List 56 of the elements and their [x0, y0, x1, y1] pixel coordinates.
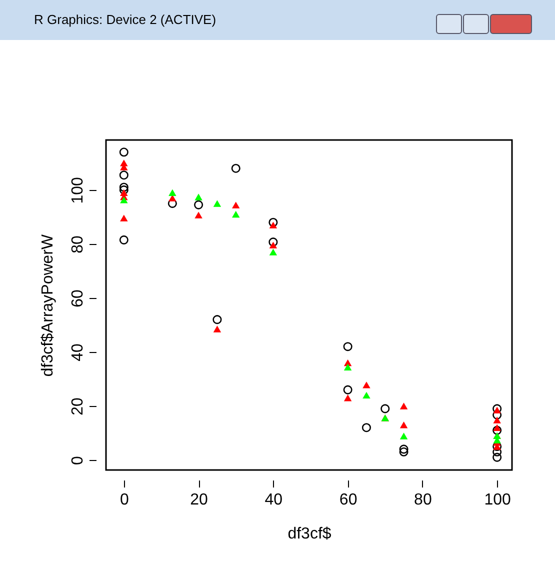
- x-tick-label: 100: [484, 492, 512, 508]
- point: [399, 447, 408, 456]
- point: [231, 164, 240, 173]
- y-tick-label: 60: [70, 289, 86, 308]
- y-axis-title: df3cf$ArrayPowerW: [40, 233, 56, 377]
- point: [213, 326, 222, 332]
- point: [194, 200, 204, 210]
- point: [213, 200, 222, 207]
- point: [492, 426, 502, 435]
- point: [343, 385, 352, 394]
- x-tick-label: 20: [190, 492, 208, 508]
- point: [400, 432, 408, 440]
- point: [268, 218, 278, 227]
- point: [212, 315, 222, 324]
- point: [344, 364, 352, 370]
- point: [493, 424, 501, 431]
- point: [362, 423, 371, 432]
- point: [269, 242, 278, 248]
- point: [493, 416, 501, 424]
- point: [268, 238, 278, 247]
- point: [362, 382, 370, 388]
- point: [194, 212, 202, 218]
- point: [400, 422, 408, 428]
- point: [400, 402, 408, 410]
- point: [343, 342, 352, 352]
- point: [119, 185, 128, 194]
- x-axis-title: df3cf$: [288, 526, 332, 542]
- point: [269, 222, 278, 228]
- x-tick-label: 0: [120, 492, 129, 508]
- point: [232, 202, 240, 208]
- text: R Graphics: Device 2 (ACTIVE): [34, 12, 216, 27]
- point: [119, 148, 128, 157]
- point: [119, 182, 128, 192]
- point: [492, 404, 502, 414]
- point: [194, 194, 202, 200]
- point: [120, 214, 128, 222]
- point: [269, 248, 278, 256]
- point: [119, 170, 128, 180]
- x-tick-label: 80: [414, 492, 432, 508]
- point: [399, 444, 408, 454]
- point: [492, 452, 502, 462]
- y-tick-label: 40: [70, 343, 86, 362]
- point: [380, 404, 390, 414]
- point: [120, 196, 128, 204]
- point: [232, 210, 240, 218]
- point: [168, 189, 176, 196]
- point: [344, 394, 352, 402]
- y-tick-label: 80: [70, 235, 86, 254]
- point: [493, 406, 501, 414]
- x-tick-label: 40: [264, 492, 283, 508]
- y-tick-label: 100: [70, 177, 86, 204]
- x-tick-label: 60: [339, 492, 358, 508]
- point: [119, 235, 128, 244]
- point: [362, 392, 370, 399]
- y-tick-label: 0: [70, 456, 86, 465]
- y-tick-label: 20: [70, 398, 86, 416]
